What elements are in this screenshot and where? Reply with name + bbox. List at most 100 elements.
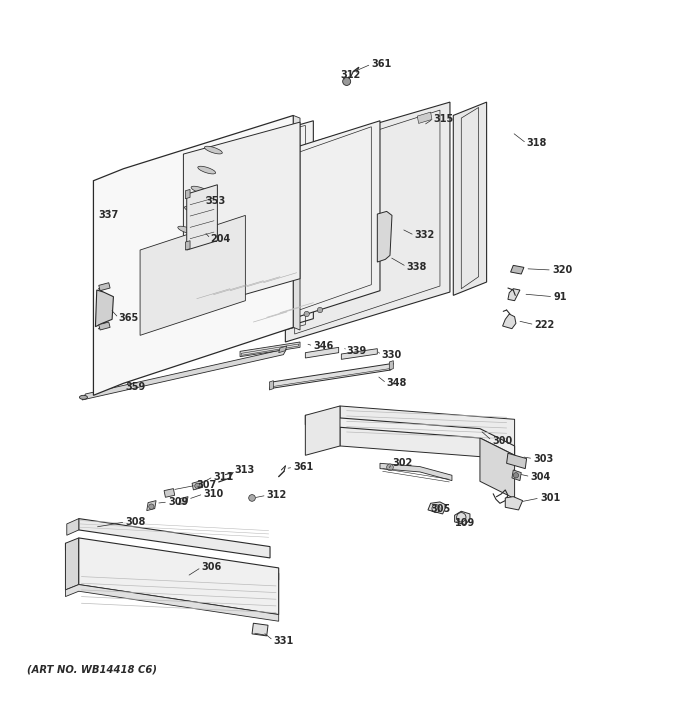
Text: 331: 331	[273, 636, 294, 646]
Text: 304: 304	[530, 471, 551, 481]
Text: 312: 312	[340, 70, 360, 80]
Polygon shape	[186, 240, 190, 250]
Polygon shape	[454, 102, 487, 295]
Text: 312: 312	[267, 490, 287, 500]
Polygon shape	[192, 481, 203, 490]
Text: 311: 311	[214, 471, 234, 481]
Polygon shape	[184, 122, 300, 312]
Text: 301: 301	[540, 493, 560, 503]
Polygon shape	[99, 282, 110, 291]
Text: 310: 310	[203, 489, 224, 499]
Polygon shape	[95, 290, 114, 327]
Text: 309: 309	[168, 497, 188, 507]
Polygon shape	[82, 349, 287, 400]
Ellipse shape	[171, 246, 189, 254]
Polygon shape	[305, 348, 339, 358]
Text: 303: 303	[533, 454, 554, 463]
Polygon shape	[503, 314, 516, 329]
Polygon shape	[340, 406, 515, 459]
Polygon shape	[147, 500, 156, 510]
Text: 313: 313	[235, 465, 255, 475]
Polygon shape	[380, 463, 452, 481]
Polygon shape	[99, 322, 110, 330]
Polygon shape	[428, 502, 447, 514]
Text: 365: 365	[119, 313, 139, 323]
Polygon shape	[480, 438, 515, 499]
Text: 348: 348	[387, 379, 407, 388]
Polygon shape	[137, 121, 313, 373]
Polygon shape	[187, 185, 218, 250]
Polygon shape	[508, 289, 520, 300]
Polygon shape	[79, 518, 270, 558]
Ellipse shape	[198, 167, 216, 174]
Ellipse shape	[184, 206, 203, 214]
Ellipse shape	[205, 146, 222, 154]
Polygon shape	[293, 115, 300, 330]
Circle shape	[249, 494, 256, 501]
Polygon shape	[140, 216, 245, 335]
Ellipse shape	[191, 186, 209, 194]
Circle shape	[318, 308, 323, 313]
Polygon shape	[286, 102, 450, 342]
Polygon shape	[65, 543, 279, 580]
Ellipse shape	[80, 395, 88, 400]
Polygon shape	[186, 190, 190, 198]
Polygon shape	[341, 349, 377, 359]
Text: 338: 338	[407, 261, 427, 272]
Polygon shape	[79, 538, 279, 615]
Text: 91: 91	[554, 292, 566, 302]
Text: 305: 305	[430, 504, 451, 513]
Text: 361: 361	[371, 59, 392, 69]
Text: 222: 222	[534, 320, 555, 329]
Polygon shape	[93, 115, 293, 395]
Polygon shape	[65, 538, 79, 590]
Polygon shape	[67, 518, 79, 535]
Polygon shape	[377, 211, 392, 262]
Polygon shape	[305, 406, 340, 455]
Polygon shape	[512, 470, 522, 481]
Polygon shape	[179, 497, 188, 505]
Polygon shape	[390, 361, 393, 370]
Polygon shape	[269, 381, 273, 390]
Text: 353: 353	[205, 195, 226, 206]
Ellipse shape	[177, 226, 196, 234]
Circle shape	[513, 473, 519, 478]
Text: (ART NO. WB14418 C6): (ART NO. WB14418 C6)	[27, 665, 157, 675]
Polygon shape	[505, 497, 523, 510]
Text: 361: 361	[293, 463, 313, 472]
Circle shape	[304, 311, 309, 316]
Polygon shape	[511, 266, 524, 274]
Text: 339: 339	[347, 346, 367, 356]
Text: 204: 204	[211, 234, 231, 244]
Text: 315: 315	[433, 114, 454, 124]
Text: 337: 337	[99, 211, 119, 220]
Text: 300: 300	[492, 436, 512, 446]
Text: 346: 346	[313, 341, 334, 351]
Circle shape	[149, 504, 154, 509]
Polygon shape	[507, 453, 526, 468]
Text: 318: 318	[526, 138, 547, 148]
Circle shape	[387, 464, 393, 471]
Text: 308: 308	[125, 517, 146, 527]
Circle shape	[343, 77, 351, 85]
Polygon shape	[305, 416, 515, 455]
Polygon shape	[240, 121, 380, 335]
Text: 306: 306	[201, 563, 222, 572]
Ellipse shape	[165, 266, 182, 274]
Polygon shape	[279, 346, 287, 353]
Polygon shape	[269, 363, 393, 389]
Polygon shape	[455, 511, 470, 525]
Text: 332: 332	[415, 230, 435, 240]
Text: 307: 307	[196, 480, 216, 490]
Polygon shape	[252, 623, 268, 636]
Text: 302: 302	[392, 458, 412, 468]
Text: 359: 359	[125, 382, 146, 392]
Text: 330: 330	[381, 350, 402, 361]
Polygon shape	[240, 342, 300, 357]
Text: 109: 109	[455, 518, 475, 529]
Text: 320: 320	[552, 265, 572, 275]
Polygon shape	[164, 489, 175, 497]
Polygon shape	[418, 112, 432, 123]
Circle shape	[194, 484, 200, 489]
Polygon shape	[65, 584, 279, 621]
